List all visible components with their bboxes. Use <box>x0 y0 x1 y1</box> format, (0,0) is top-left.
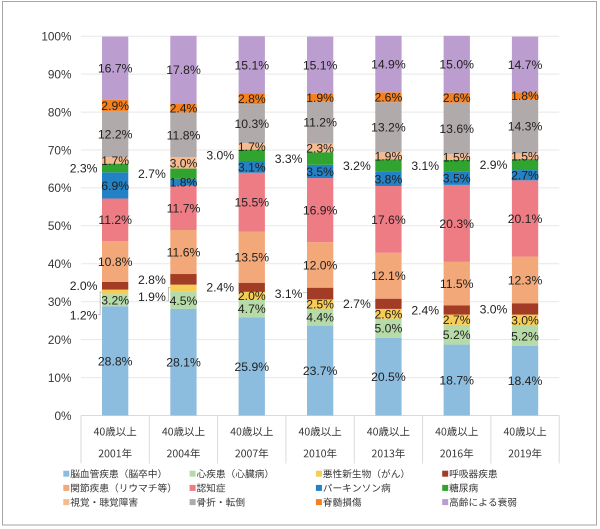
svg-text:20.3%: 20.3% <box>439 217 474 231</box>
svg-text:3.2%: 3.2% <box>343 159 371 173</box>
svg-text:13.5%: 13.5% <box>235 251 270 265</box>
svg-text:20.1%: 20.1% <box>508 212 543 226</box>
svg-text:1.5%: 1.5% <box>511 150 539 164</box>
svg-text:2.3%: 2.3% <box>306 141 334 155</box>
svg-text:50%: 50% <box>48 219 72 233</box>
svg-text:11.5%: 11.5% <box>440 277 474 291</box>
svg-text:90%: 90% <box>48 67 72 81</box>
svg-text:1.9%: 1.9% <box>375 149 403 163</box>
svg-text:4.4%: 4.4% <box>306 311 334 325</box>
svg-text:3.0%: 3.0% <box>511 314 539 328</box>
svg-text:2.8%: 2.8% <box>238 92 266 106</box>
svg-text:5.2%: 5.2% <box>511 329 539 343</box>
svg-text:15.0%: 15.0% <box>439 58 474 72</box>
svg-text:12.1%: 12.1% <box>371 269 406 283</box>
svg-text:2.4%: 2.4% <box>170 101 198 115</box>
svg-text:23.7%: 23.7% <box>303 364 338 378</box>
svg-text:3.5%: 3.5% <box>306 165 334 179</box>
svg-text:1.7%: 1.7% <box>238 140 266 154</box>
svg-text:15.5%: 15.5% <box>235 196 270 210</box>
svg-text:2.6%: 2.6% <box>375 91 403 105</box>
svg-text:100%: 100% <box>41 30 72 44</box>
svg-text:2.0%: 2.0% <box>238 289 266 303</box>
svg-text:11.6%: 11.6% <box>167 246 201 260</box>
svg-text:15.1%: 15.1% <box>235 58 270 72</box>
svg-text:3.3%: 3.3% <box>275 152 303 166</box>
svg-text:10%: 10% <box>48 371 72 385</box>
svg-text:12.2%: 12.2% <box>98 128 133 142</box>
svg-text:1.9%: 1.9% <box>306 91 334 105</box>
svg-text:2.4%: 2.4% <box>411 304 439 318</box>
svg-text:60%: 60% <box>48 181 72 195</box>
svg-text:2.7%: 2.7% <box>443 313 471 327</box>
svg-text:16.7%: 16.7% <box>98 62 133 76</box>
svg-text:2.8%: 2.8% <box>138 273 166 287</box>
svg-text:1.9%: 1.9% <box>138 290 166 304</box>
svg-text:12.3%: 12.3% <box>508 273 543 287</box>
svg-text:70%: 70% <box>48 143 72 157</box>
svg-text:40%: 40% <box>48 257 72 271</box>
svg-text:25.9%: 25.9% <box>235 360 270 374</box>
svg-text:2.7%: 2.7% <box>511 169 539 183</box>
svg-text:3.1%: 3.1% <box>411 159 439 173</box>
svg-text:2.0%: 2.0% <box>70 279 98 293</box>
svg-text:80%: 80% <box>48 105 72 119</box>
svg-text:1.8%: 1.8% <box>170 176 198 190</box>
svg-text:11.2%: 11.2% <box>303 116 337 130</box>
svg-text:5.2%: 5.2% <box>443 328 471 342</box>
svg-text:6.9%: 6.9% <box>101 179 129 193</box>
svg-text:2.9%: 2.9% <box>101 99 129 113</box>
svg-text:10.8%: 10.8% <box>98 255 133 269</box>
svg-text:13.2%: 13.2% <box>371 121 406 135</box>
svg-text:17.8%: 17.8% <box>166 63 201 77</box>
svg-text:20%: 20% <box>48 333 72 347</box>
svg-text:2.6%: 2.6% <box>443 91 471 105</box>
svg-text:2.6%: 2.6% <box>375 307 403 321</box>
svg-text:4.5%: 4.5% <box>170 294 198 308</box>
svg-text:2.7%: 2.7% <box>138 167 166 181</box>
svg-text:28.1%: 28.1% <box>166 356 201 370</box>
svg-text:12.0%: 12.0% <box>303 258 338 272</box>
svg-text:30%: 30% <box>48 295 72 309</box>
svg-text:3.0%: 3.0% <box>206 149 234 163</box>
svg-text:1.7%: 1.7% <box>101 154 129 168</box>
svg-text:3.0%: 3.0% <box>480 302 508 316</box>
svg-text:3.8%: 3.8% <box>375 172 403 186</box>
svg-text:17.6%: 17.6% <box>371 213 406 227</box>
svg-text:14.7%: 14.7% <box>508 58 543 72</box>
svg-text:4.7%: 4.7% <box>238 302 266 316</box>
svg-text:1.2%: 1.2% <box>70 308 98 322</box>
svg-text:11.8%: 11.8% <box>167 128 201 142</box>
svg-text:1.5%: 1.5% <box>443 150 471 164</box>
svg-text:5.0%: 5.0% <box>375 322 403 336</box>
svg-text:14.3%: 14.3% <box>508 120 543 134</box>
svg-text:18.4%: 18.4% <box>508 374 543 388</box>
svg-text:18.7%: 18.7% <box>439 374 474 388</box>
svg-text:20.5%: 20.5% <box>371 370 406 384</box>
svg-text:3.5%: 3.5% <box>443 172 471 186</box>
svg-text:15.1%: 15.1% <box>303 59 338 73</box>
svg-text:13.6%: 13.6% <box>439 122 474 136</box>
svg-text:10.3%: 10.3% <box>235 117 270 131</box>
svg-text:14.9%: 14.9% <box>371 58 406 72</box>
svg-text:3.2%: 3.2% <box>101 294 129 308</box>
svg-text:16.9%: 16.9% <box>303 204 338 218</box>
svg-text:3.1%: 3.1% <box>238 160 266 174</box>
svg-text:2.9%: 2.9% <box>480 158 508 172</box>
svg-text:3.0%: 3.0% <box>170 156 198 170</box>
svg-text:2.7%: 2.7% <box>343 297 371 311</box>
svg-text:0%: 0% <box>54 409 72 423</box>
svg-text:11.7%: 11.7% <box>167 201 201 215</box>
svg-text:28.8%: 28.8% <box>98 354 133 368</box>
svg-text:2.5%: 2.5% <box>306 298 334 312</box>
svg-text:2.3%: 2.3% <box>70 161 98 175</box>
svg-text:1.8%: 1.8% <box>511 89 539 103</box>
svg-text:3.1%: 3.1% <box>275 287 303 301</box>
svg-text:11.2%: 11.2% <box>98 213 132 227</box>
svg-text:2.4%: 2.4% <box>206 281 234 295</box>
